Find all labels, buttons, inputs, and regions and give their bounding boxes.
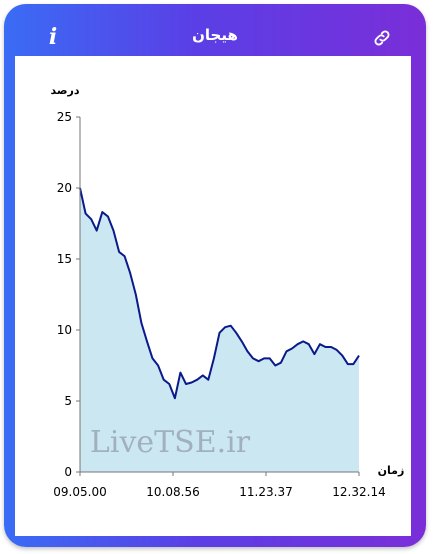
area-chart: درصد زمان LiveTSE.ir 0 5 10 15 20 25 09.05.00 1… [51,84,405,499]
area-fill [80,188,359,472]
series-line [79,187,360,400]
page-title: هیجان [192,26,238,44]
y-tick-label: 0 [64,465,72,479]
x-tick-label: 12.32.14 [332,485,385,499]
y-tick-label: 15 [57,252,72,266]
chart-panel: درصد زمان LiveTSE.ir 0 5 10 15 20 25 09.05.00 1… [15,56,411,536]
x-axis-label: زمان [378,464,405,477]
watermark: LiveTSE.ir [90,425,251,460]
app-card: i هیجان درصد زمان LiveTSE.ir 0 5 10 15 20 25 0… [4,4,426,547]
info-icon[interactable]: i [48,24,58,50]
x-tick-label: 10.08.56 [146,485,199,499]
x-tick-label: 09.05.00 [53,485,106,499]
link-icon[interactable] [372,28,392,48]
y-tick-label: 25 [57,110,72,124]
y-axis-label: درصد [51,84,80,97]
header-bar: i هیجان [4,4,426,56]
y-tick-label: 10 [57,323,72,337]
y-tick-label: 5 [64,394,72,408]
y-tick-label: 20 [57,181,72,195]
x-tick-label: 11.23.37 [239,485,292,499]
